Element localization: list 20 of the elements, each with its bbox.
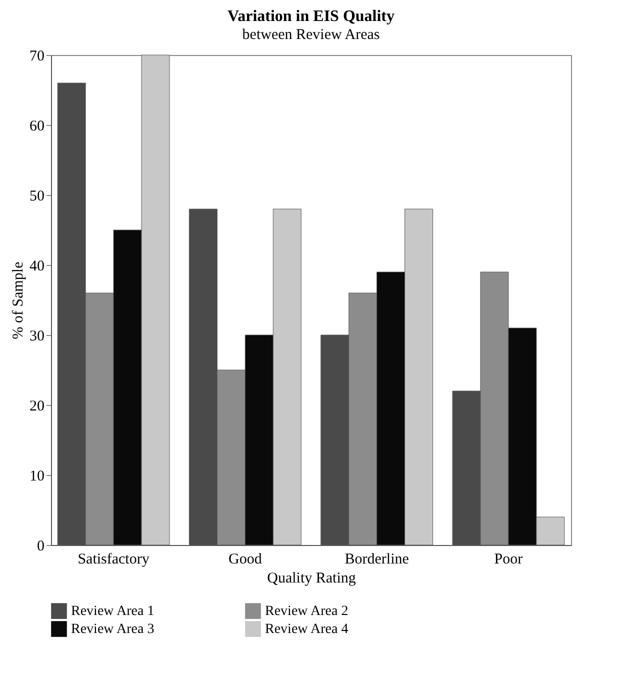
y-tick-label: 0 xyxy=(37,538,44,554)
y-tick-label: 70 xyxy=(30,48,44,64)
y-tick-label: 30 xyxy=(30,328,44,344)
x-tick-label: Borderline xyxy=(344,552,410,568)
legend-label: Review Area 4 xyxy=(265,622,348,637)
y-tick-label: 20 xyxy=(30,398,44,414)
legend-label: Review Area 1 xyxy=(71,604,154,620)
chart-title: Variation in EIS Quality xyxy=(227,8,395,25)
y-axis-title: % of Sample xyxy=(10,261,26,340)
x-tick-label: Good xyxy=(228,552,262,568)
legend-label: Review Area 3 xyxy=(71,622,154,637)
y-tick-label: 40 xyxy=(30,258,44,274)
x-axis-title: Quality Rating xyxy=(267,570,356,586)
chart-subtitle: between Review Areas xyxy=(242,27,380,43)
legend-label: Review Area 2 xyxy=(265,604,348,620)
x-tick-label: Poor xyxy=(494,552,523,568)
y-tick-label: 60 xyxy=(30,118,44,134)
y-tick-label: 10 xyxy=(30,468,44,484)
x-tick-label: Satisfactory xyxy=(78,552,150,568)
y-tick-label: 50 xyxy=(30,188,44,204)
